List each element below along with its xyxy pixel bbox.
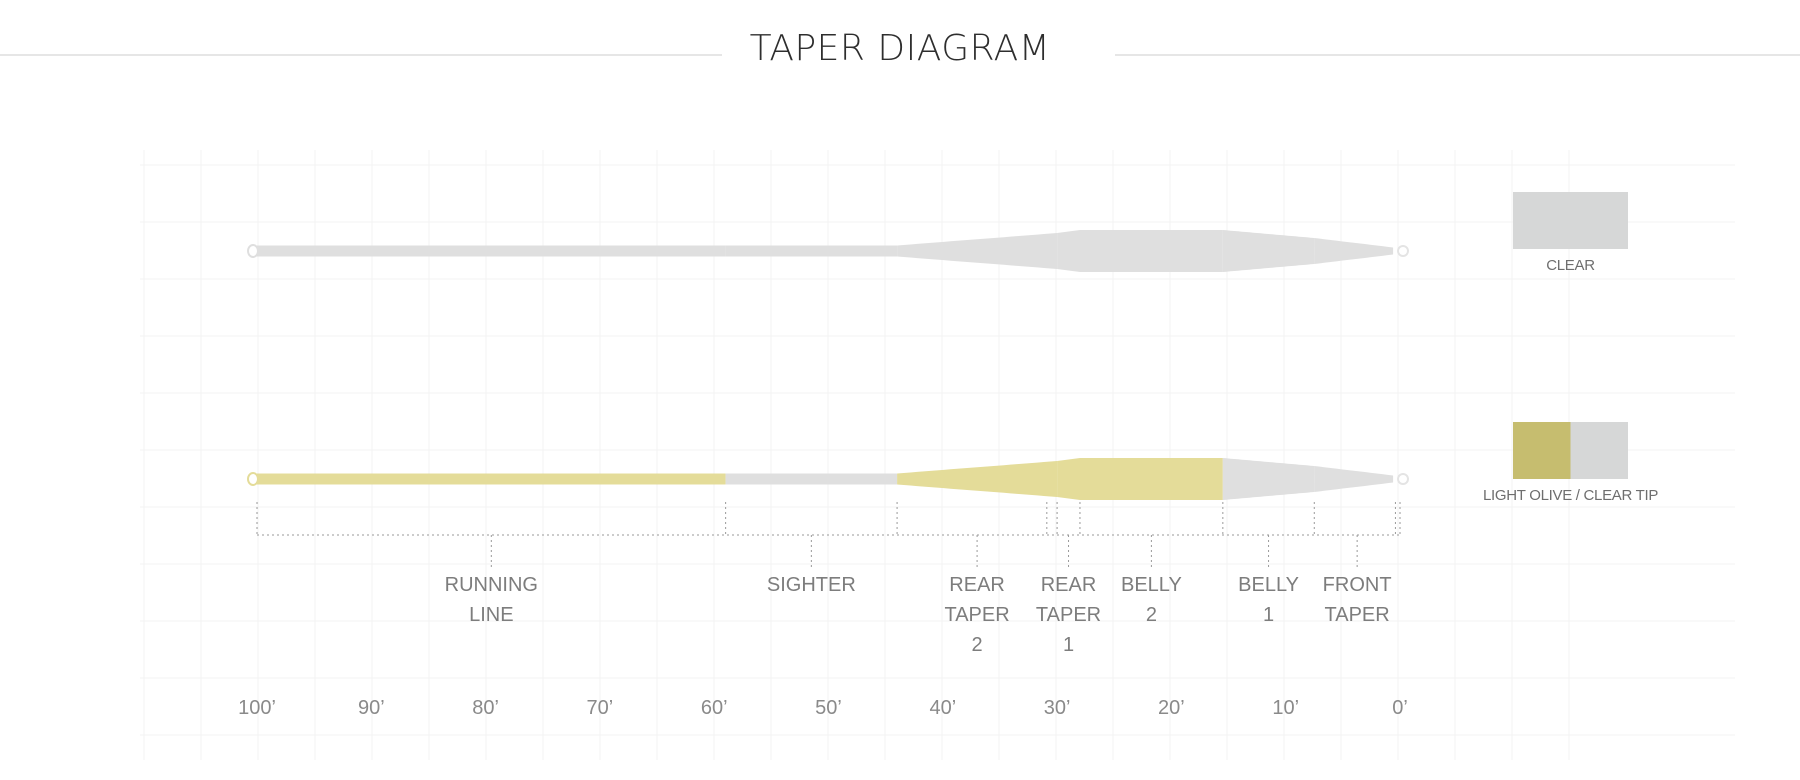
swatch-block (1513, 422, 1571, 479)
swatch-label: CLEAR (1546, 257, 1595, 274)
title-rule-left (0, 54, 770, 56)
fly-line-clear (247, 230, 1409, 272)
axis-tick-label: 0’ (1392, 697, 1408, 719)
diagram-title: TAPER DIAGRAM (0, 28, 1800, 69)
line-segment (1314, 466, 1394, 492)
axis-tick-label: 50’ (815, 697, 842, 719)
line-segment (257, 245, 726, 257)
line-segment (897, 461, 1058, 497)
swatch-label: LIGHT OLIVE / CLEAR TIP (1482, 487, 1659, 504)
line-segment (1080, 458, 1223, 500)
front-loop (1397, 473, 1409, 485)
axis-tick-label: 40’ (929, 697, 957, 719)
line-segment (1314, 238, 1394, 264)
background-grid (140, 150, 1735, 760)
rear-loop (247, 244, 259, 258)
line-segment (1057, 458, 1080, 500)
axis-tick-label: 20’ (1158, 697, 1185, 719)
section-brackets (256, 502, 1401, 568)
axis-tick-label: 90’ (357, 697, 385, 719)
section-label: REAR TAPER 2 (944, 574, 1010, 656)
fly-line-light-olive (247, 458, 1409, 500)
section-label: RUNNING LINE (444, 574, 538, 626)
rear-loop (247, 472, 259, 486)
axis-tick-label: 60’ (700, 697, 728, 719)
line-segment (1080, 230, 1223, 272)
section-label: SIGHTER (766, 574, 856, 596)
line-segment (1222, 230, 1315, 272)
line-segment (1222, 458, 1315, 500)
section-label: BELLY 1 (1238, 574, 1299, 626)
title-rule-right (1115, 54, 1800, 56)
diagram-title-text: TAPER DIAGRAM (721, 28, 1079, 69)
line-segment (1057, 230, 1080, 272)
line-segment (725, 245, 898, 257)
axis-tick-label: 100’ (238, 697, 276, 719)
color-swatches (1513, 192, 1628, 479)
axis-tick-label: 80’ (472, 697, 499, 719)
section-label: FRONT TAPER (1322, 574, 1392, 626)
line-segment (725, 473, 898, 485)
swatch-block (1513, 192, 1628, 249)
section-label: REAR TAPER 1 (1035, 574, 1102, 656)
axis-tick-label: 30’ (1043, 697, 1071, 719)
axis-tick-label: 70’ (586, 697, 614, 719)
line-segment (897, 233, 1058, 269)
axis-tick-label: 10’ (1272, 697, 1300, 719)
section-label: BELLY 2 (1121, 574, 1182, 626)
line-segment (257, 473, 726, 485)
swatch-block (1570, 422, 1628, 479)
fly-lines (247, 230, 1409, 500)
front-loop (1397, 245, 1409, 257)
